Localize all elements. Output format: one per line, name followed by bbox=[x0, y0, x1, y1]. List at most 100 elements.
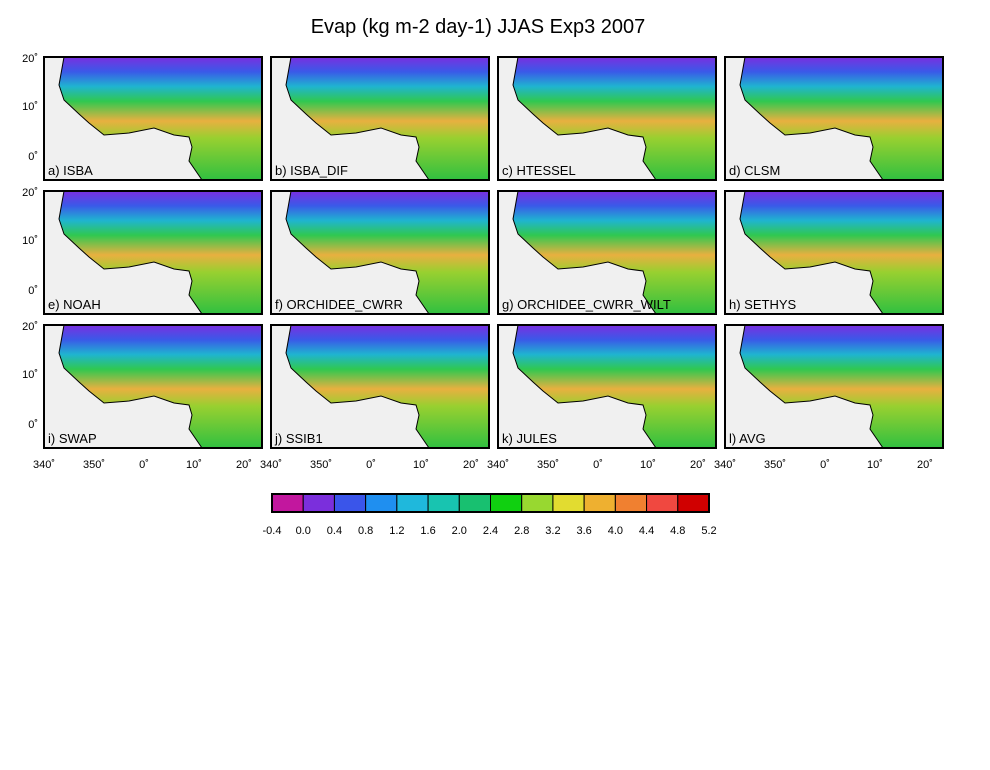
lon-label: 0˚ bbox=[366, 459, 376, 471]
map-panel: b) ISBA_DIF bbox=[270, 56, 490, 181]
colorbar-box bbox=[614, 493, 648, 513]
lat-label: 0˚ bbox=[28, 285, 38, 297]
map-panel: a) ISBA bbox=[43, 56, 263, 181]
land-field bbox=[59, 325, 262, 448]
panel-border bbox=[497, 324, 717, 449]
map-panel: l) AVG bbox=[724, 324, 944, 449]
map-panel: j) SSIB1 bbox=[270, 324, 490, 449]
panel-border bbox=[724, 190, 944, 315]
panel-border bbox=[43, 56, 263, 181]
land-field bbox=[513, 191, 716, 314]
coastline bbox=[739, 324, 884, 449]
colorbar-box bbox=[302, 493, 335, 513]
lon-label: 0˚ bbox=[820, 459, 830, 471]
title: Evap (kg m-2 day-1) JJAS Exp3 2007 bbox=[311, 16, 646, 38]
lat-label: 10˚ bbox=[22, 101, 38, 113]
panel-border bbox=[43, 190, 263, 315]
colorbar-tick-label: 0.8 bbox=[358, 525, 373, 537]
colorbar-tick-label: 5.2 bbox=[701, 525, 716, 537]
lat-label: 0˚ bbox=[28, 419, 38, 431]
lon-label: 350˚ bbox=[310, 459, 332, 471]
lon-label: 350˚ bbox=[537, 459, 559, 471]
colorbar-box bbox=[365, 493, 398, 513]
panel-label: c) HTESSEL bbox=[502, 163, 576, 178]
lon-label: 0˚ bbox=[139, 459, 149, 471]
coastline bbox=[58, 56, 203, 181]
lon-label: 340˚ bbox=[260, 459, 282, 471]
panel-label: j) SSIB1 bbox=[274, 431, 323, 446]
lon-label: 340˚ bbox=[487, 459, 509, 471]
land-field bbox=[740, 325, 943, 448]
panel-label: l) AVG bbox=[729, 431, 766, 446]
map-panel: f) ORCHIDEE_CWRR bbox=[270, 190, 490, 315]
map-panel: d) CLSM bbox=[724, 56, 944, 181]
colorbar-tick-label: 0.0 bbox=[296, 525, 311, 537]
colorbar-tick-label: 4.0 bbox=[608, 525, 623, 537]
colorbar-tick-label: 4.8 bbox=[670, 525, 685, 537]
lon-label: 340˚ bbox=[714, 459, 736, 471]
colorbar-tick-label: 3.2 bbox=[545, 525, 560, 537]
lat-label: 0˚ bbox=[28, 151, 38, 163]
panel-border bbox=[724, 56, 944, 181]
lon-label: 350˚ bbox=[83, 459, 105, 471]
coastline bbox=[512, 56, 657, 181]
colorbar-box bbox=[521, 493, 554, 513]
map-panel: e) NOAH bbox=[43, 190, 263, 315]
map-panel: i) SWAP bbox=[43, 324, 263, 449]
colorbar-box bbox=[583, 493, 616, 513]
colorbar-tick-label: 1.2 bbox=[389, 525, 404, 537]
lon-label: 10˚ bbox=[413, 459, 429, 471]
lon-label: 10˚ bbox=[867, 459, 883, 471]
land-field bbox=[740, 57, 943, 180]
colorbar-tick-label: 0.4 bbox=[327, 525, 342, 537]
colorbar-tick-label: 3.6 bbox=[576, 525, 591, 537]
panel-label: b) ISBA_DIF bbox=[275, 163, 348, 178]
colorbar-border bbox=[271, 493, 710, 513]
coastline bbox=[285, 56, 430, 181]
lon-label: 10˚ bbox=[640, 459, 656, 471]
panel-border bbox=[270, 56, 490, 181]
map-panel: g) ORCHIDEE_CWRR_WILT bbox=[497, 190, 717, 315]
lon-label: 20˚ bbox=[463, 459, 479, 471]
lon-label: 10˚ bbox=[186, 459, 202, 471]
colorbar-box bbox=[677, 493, 710, 513]
land-field bbox=[59, 191, 262, 314]
land-field bbox=[59, 57, 262, 180]
lat-label: 10˚ bbox=[22, 369, 38, 381]
colorbar-box bbox=[396, 493, 429, 513]
map-panel: k) JULES bbox=[497, 324, 717, 449]
lat-label: 20˚ bbox=[22, 187, 38, 199]
colorbar-box bbox=[490, 493, 523, 513]
lon-label: 20˚ bbox=[917, 459, 933, 471]
colorbar-tick-label: 2.8 bbox=[514, 525, 529, 537]
coastline bbox=[512, 190, 657, 315]
colorbar-box bbox=[552, 493, 585, 513]
colorbar-box bbox=[458, 493, 491, 513]
panel-label: k) JULES bbox=[502, 431, 557, 446]
coastline bbox=[512, 324, 657, 449]
coastline bbox=[739, 56, 884, 181]
lat-label: 20˚ bbox=[22, 53, 38, 65]
panel-label: g) ORCHIDEE_CWRR_WILT bbox=[502, 297, 671, 312]
coastline bbox=[285, 190, 430, 315]
lon-label: 350˚ bbox=[764, 459, 786, 471]
land-field bbox=[513, 325, 716, 448]
panel-border bbox=[497, 56, 717, 181]
colorbar-box bbox=[333, 493, 367, 513]
lon-label: 20˚ bbox=[236, 459, 252, 471]
colorbar-box bbox=[427, 493, 460, 513]
colorbar-tick-label: 2.0 bbox=[452, 525, 467, 537]
lat-label: 10˚ bbox=[22, 235, 38, 247]
panel-label: h) SETHYS bbox=[729, 297, 797, 312]
map-panel: h) SETHYS bbox=[724, 190, 944, 315]
colorbar-box bbox=[646, 493, 679, 513]
colorbar-box bbox=[271, 493, 304, 513]
colorbar-tick-label: 1.6 bbox=[420, 525, 435, 537]
colorbar-tick-label: -0.4 bbox=[263, 525, 282, 537]
coastline bbox=[58, 324, 203, 449]
lat-label: 20˚ bbox=[22, 321, 38, 333]
land-field bbox=[513, 57, 716, 180]
panel-label: e) NOAH bbox=[48, 297, 101, 312]
panel-border bbox=[270, 190, 490, 315]
